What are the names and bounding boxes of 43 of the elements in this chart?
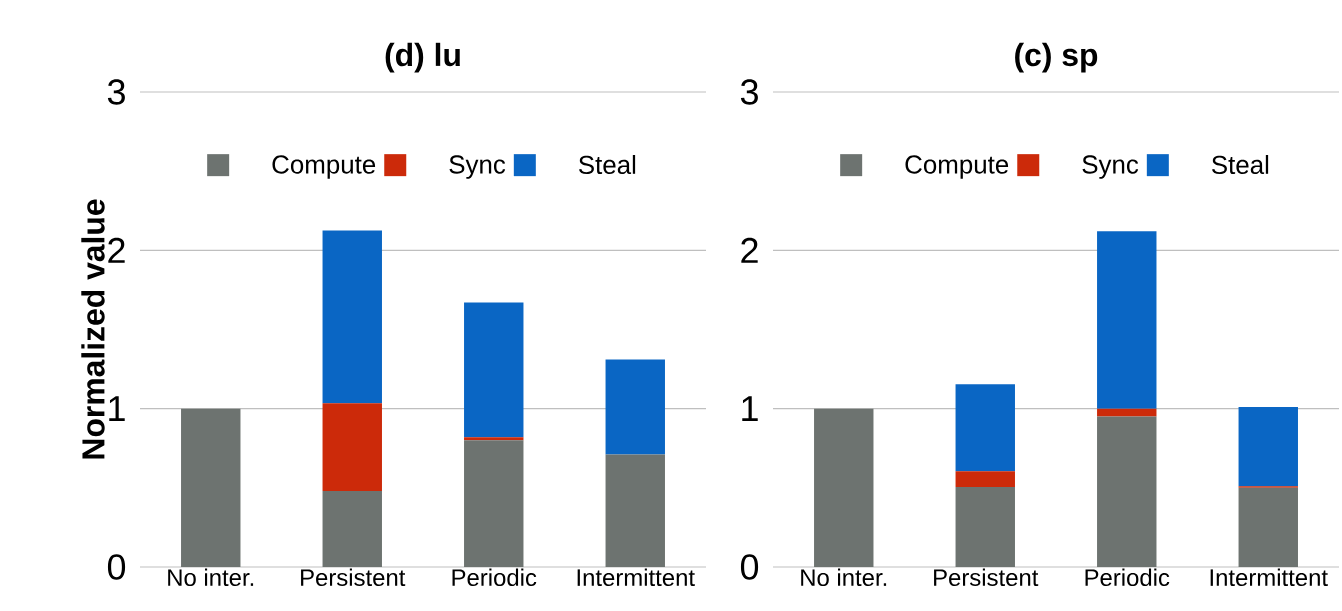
y-tick-label: 1 <box>109 396 125 421</box>
bar <box>955 471 1015 488</box>
bar <box>1097 231 1157 409</box>
legend-label: Steal <box>578 155 636 175</box>
x-tick-label: Persistent <box>301 568 406 587</box>
y-axis-title: Normalized value <box>81 199 105 459</box>
y-tick-label: 3 <box>740 79 758 105</box>
chart-title: (d) lu <box>385 42 460 73</box>
legend-label: Sync <box>1082 155 1139 179</box>
x-tick-label: No inter. <box>168 568 254 587</box>
bar <box>322 403 382 491</box>
bar <box>814 408 874 567</box>
y-tick-label: 2 <box>108 237 125 263</box>
bar <box>181 408 241 567</box>
legend-label: Sync <box>449 155 506 179</box>
y-tick-label: 1 <box>742 396 758 421</box>
x-tick-label: Periodic <box>452 568 537 587</box>
bar <box>1097 408 1157 417</box>
bar <box>955 487 1015 567</box>
legend-label: Compute <box>905 155 1009 179</box>
x-tick-label: No inter. <box>801 568 887 587</box>
x-tick-label: Intermittent <box>1210 568 1328 587</box>
chart-title: (c) sp <box>1015 42 1098 73</box>
y-tick-label: 3 <box>107 79 125 105</box>
bar <box>464 440 524 567</box>
y-tick-label: 2 <box>741 237 758 263</box>
legend-label: Steal <box>1211 155 1269 175</box>
bar <box>955 384 1015 472</box>
y-tick-label: 0 <box>107 554 126 580</box>
bar <box>605 359 665 455</box>
bar <box>1238 487 1298 567</box>
bar <box>464 437 524 441</box>
x-tick-label: Periodic <box>1085 568 1170 587</box>
bar <box>322 230 382 404</box>
bar <box>605 454 665 567</box>
x-tick-label: Persistent <box>934 568 1039 587</box>
legend-label: Compute <box>272 155 376 179</box>
bar <box>1238 407 1298 487</box>
bar <box>322 491 382 567</box>
bar <box>1097 416 1157 567</box>
y-tick-label: 0 <box>740 554 759 580</box>
x-tick-label: Intermittent <box>577 568 695 587</box>
bar <box>464 302 524 438</box>
